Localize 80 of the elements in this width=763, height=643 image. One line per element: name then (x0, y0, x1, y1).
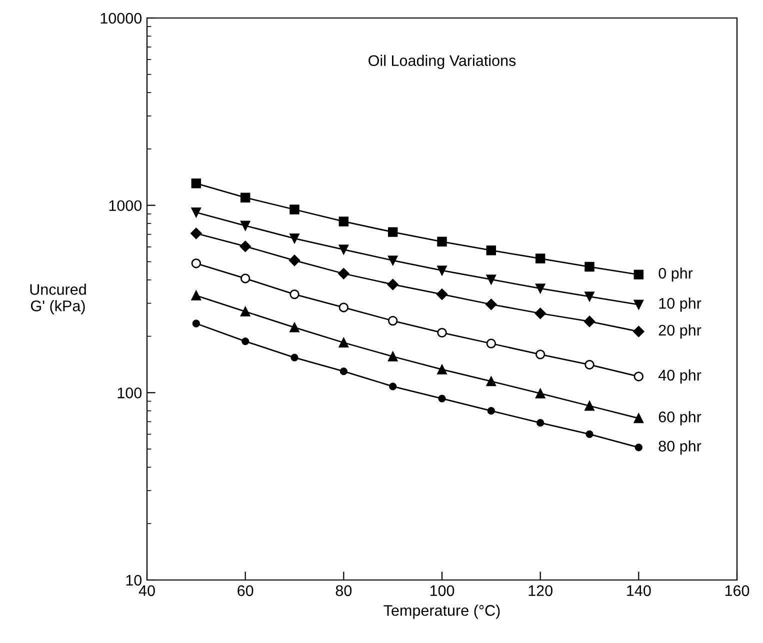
point (290, 204, 300, 214)
point (191, 290, 202, 300)
series-label: 20 phr (658, 324, 702, 339)
point (633, 326, 644, 338)
point (388, 227, 398, 237)
series-label: 80 phr (658, 440, 702, 455)
point (486, 245, 496, 256)
point (388, 352, 398, 362)
x-axis-title: Temperature (°C) (384, 604, 500, 619)
x-tick-label: 140 (627, 585, 651, 596)
point (634, 372, 644, 382)
x-tick-label: 40 (138, 585, 155, 596)
point (486, 338, 496, 348)
point (634, 270, 644, 280)
y-tick-label: 1000 (109, 200, 142, 212)
point (486, 274, 496, 284)
point (586, 430, 594, 438)
y-axis-title: Uncured G' (kPa) (30, 284, 86, 314)
point (437, 236, 447, 247)
x-tick-label: 160 (725, 585, 750, 596)
point (437, 364, 447, 374)
point (240, 306, 250, 316)
point (191, 178, 202, 188)
point (242, 337, 250, 346)
point (486, 376, 496, 386)
point (486, 298, 497, 310)
point (338, 268, 350, 280)
x-tick-label: 120 (528, 585, 552, 596)
point (388, 316, 398, 326)
point (338, 302, 349, 312)
point (438, 394, 446, 402)
point (340, 368, 348, 376)
point (190, 228, 202, 240)
y-tick-label: 10000 (100, 12, 142, 24)
point (584, 401, 594, 411)
point (191, 258, 202, 268)
point (634, 300, 644, 310)
point (240, 274, 250, 284)
point (584, 316, 596, 328)
series-label: 0 phr (658, 267, 693, 282)
point (240, 220, 250, 231)
point (191, 208, 202, 218)
point (288, 254, 300, 266)
point (535, 254, 546, 264)
point (437, 328, 447, 338)
point (338, 338, 349, 348)
x-tick-label: 60 (238, 585, 254, 596)
text: Oil Loading Variations (368, 54, 516, 70)
y-tick-label: 10 (126, 574, 142, 586)
point (240, 240, 251, 252)
x-tick-label: 100 (430, 585, 454, 596)
point (634, 444, 642, 452)
point (584, 292, 594, 302)
point (389, 382, 397, 390)
point (535, 350, 546, 360)
point (436, 288, 448, 300)
point (535, 284, 546, 294)
point (192, 320, 200, 328)
point (536, 419, 544, 427)
point (338, 216, 349, 226)
point (487, 407, 495, 415)
x-tick-label: 80 (336, 585, 352, 596)
point (535, 388, 546, 398)
y-tick-label: 100 (118, 388, 142, 398)
point (634, 413, 644, 424)
point (290, 322, 300, 332)
point (388, 256, 398, 266)
point (290, 234, 300, 244)
point (584, 360, 594, 370)
point (290, 354, 298, 362)
series-label: 60 phr (658, 411, 702, 426)
series-label: 40 phr (658, 369, 702, 384)
point (437, 266, 447, 276)
series-label: 10 phr (659, 298, 702, 312)
point (387, 278, 398, 290)
point (240, 192, 250, 202)
point (290, 289, 300, 300)
point (338, 244, 349, 254)
point (584, 262, 594, 272)
point (534, 308, 546, 319)
